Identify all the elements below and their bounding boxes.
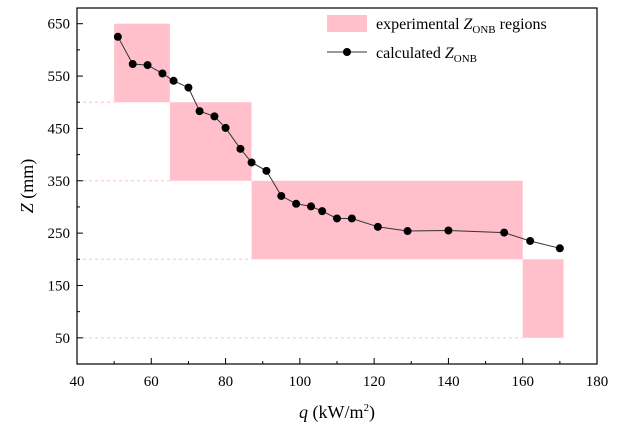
data-point	[169, 76, 178, 85]
x-axis-unit-sup: 2	[364, 402, 370, 414]
data-point	[158, 69, 167, 78]
data-point	[526, 236, 535, 245]
y-axis-ticks: 50 150 250 350 450 550 650	[48, 17, 83, 347]
x-tick-label: 160	[511, 374, 534, 390]
data-point	[444, 226, 453, 235]
y-tick-label: 450	[48, 121, 71, 137]
legend-points-label: calculated ZONB	[376, 45, 477, 65]
y-axis-symbol: Z	[17, 202, 37, 213]
data-point	[221, 123, 230, 132]
calculated-series	[113, 32, 564, 253]
x-tick-label: 60	[144, 374, 159, 390]
x-tick-label: 120	[363, 374, 386, 390]
data-point	[210, 112, 219, 121]
data-point	[555, 244, 564, 253]
y-tick-label: 150	[48, 278, 71, 294]
legend: experimental ZONB regions calculated ZON…	[327, 15, 547, 65]
y-axis-title: Z (mm)	[17, 159, 38, 214]
legend-region-swatch	[327, 15, 367, 32]
y-tick-label: 550	[48, 69, 71, 85]
data-point	[307, 202, 315, 211]
x-tick-label: 140	[437, 374, 460, 390]
experimental-region	[169, 102, 252, 181]
x-tick-label: 80	[218, 374, 233, 390]
data-point	[247, 158, 256, 167]
experimental-region	[522, 259, 564, 338]
x-axis-ticks: 40 60 80 100 120 140 160 180	[70, 358, 609, 390]
legend-marker-swatch	[343, 48, 351, 56]
data-point	[195, 107, 204, 116]
experimental-region	[114, 23, 170, 103]
data-point	[500, 228, 509, 237]
y-tick-label: 650	[48, 17, 71, 33]
x-axis-title: q (kW/m2)	[299, 402, 375, 423]
data-point	[292, 199, 301, 208]
x-axis-symbol: q	[299, 402, 308, 422]
experimental-regions	[114, 23, 564, 338]
data-point	[113, 32, 122, 41]
data-point	[333, 214, 341, 223]
data-point	[236, 144, 245, 153]
x-tick-label: 100	[289, 374, 312, 390]
experimental-region	[251, 180, 523, 260]
data-point	[184, 83, 193, 92]
data-point	[277, 191, 286, 200]
x-axis-unit-end: )	[369, 402, 375, 423]
data-point	[373, 222, 382, 231]
region-guide-lines	[77, 101, 523, 339]
data-point	[403, 227, 412, 236]
y-tick-label: 250	[48, 226, 71, 242]
data-point	[128, 60, 137, 69]
legend-regions-label: experimental ZONB regions	[376, 16, 547, 36]
y-tick-label: 350	[48, 174, 71, 190]
x-tick-label: 40	[70, 374, 85, 390]
data-point	[143, 61, 152, 70]
data-point	[347, 214, 356, 223]
data-point	[318, 207, 327, 216]
y-tick-label: 50	[55, 331, 70, 347]
y-axis-unit: (mm)	[17, 159, 38, 204]
x-axis-unit: (kW/m	[308, 402, 364, 423]
x-tick-label: 180	[586, 374, 609, 390]
data-point	[262, 166, 271, 175]
